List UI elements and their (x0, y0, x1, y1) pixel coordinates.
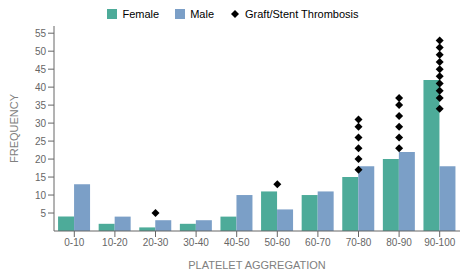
svg-text:45: 45 (35, 64, 47, 75)
svg-text:55: 55 (35, 28, 47, 39)
svg-text:60-70: 60-70 (305, 237, 331, 248)
svg-text:20-30: 20-30 (143, 237, 169, 248)
svg-text:FREQUENCY: FREQUENCY (8, 93, 20, 163)
svg-text:20: 20 (35, 154, 47, 165)
svg-text:50-60: 50-60 (265, 237, 291, 248)
svg-text:10-20: 10-20 (102, 237, 128, 248)
svg-text:40-50: 40-50 (224, 237, 250, 248)
html-text:Graft/Stent Thrombosis: Graft/Stent Thrombosis (245, 8, 359, 20)
html-text:Female: Female (122, 8, 160, 20)
svg-text:70-80: 70-80 (346, 237, 372, 248)
svg-text:10: 10 (35, 190, 47, 201)
svg-text:35: 35 (35, 100, 47, 111)
html-text:Male: Male (190, 8, 214, 20)
svg-text:25: 25 (35, 136, 47, 147)
svg-text:30-40: 30-40 (183, 237, 209, 248)
svg-text:15: 15 (35, 172, 47, 183)
svg-text:80-90: 80-90 (386, 237, 412, 248)
svg-text:90-100: 90-100 (424, 237, 456, 248)
svg-text:30: 30 (35, 118, 47, 129)
svg-text:5: 5 (40, 208, 46, 219)
svg-text:50: 50 (35, 46, 47, 57)
svg-text:0-10: 0-10 (64, 237, 84, 248)
svg-text:40: 40 (35, 82, 47, 93)
svg-text:PLATELET AGGREGATION: PLATELET AGGREGATION (188, 259, 326, 271)
